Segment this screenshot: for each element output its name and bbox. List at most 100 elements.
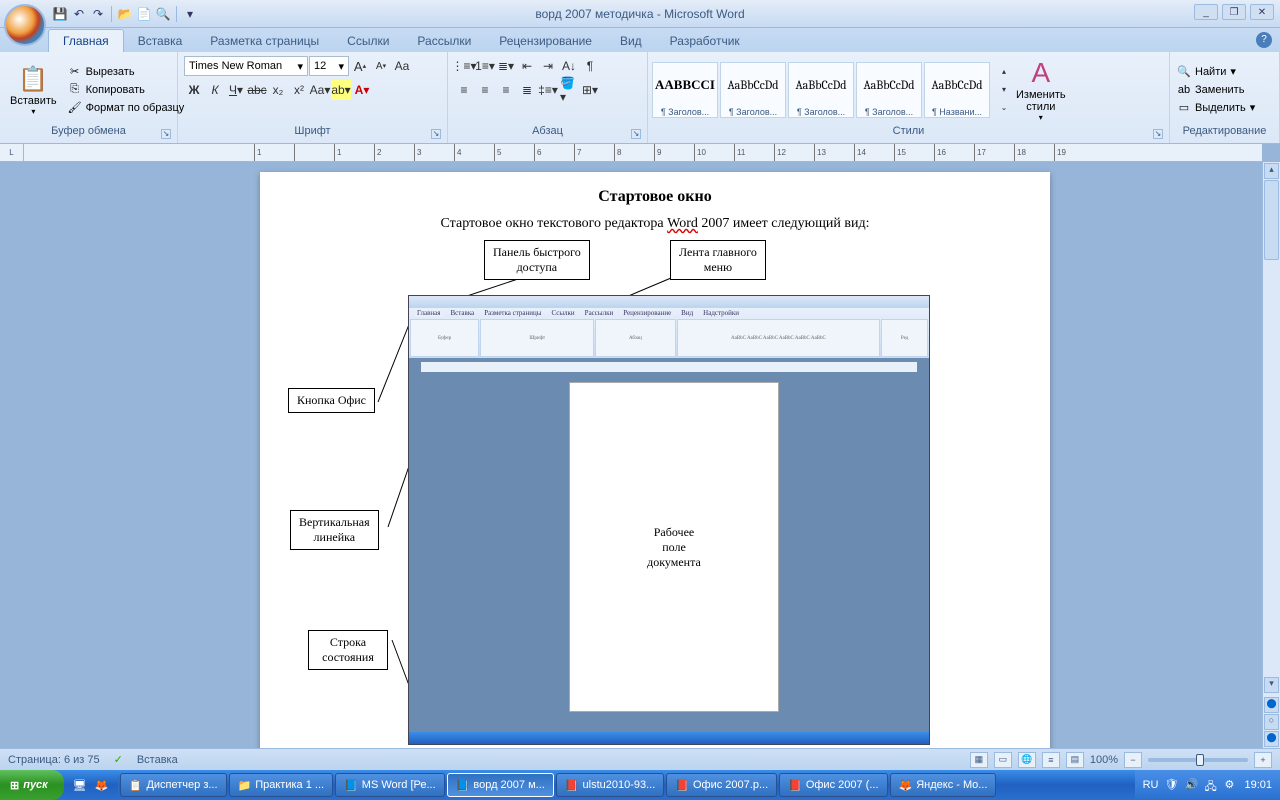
multilevel-button[interactable]: ≣▾	[496, 56, 516, 76]
firefox-icon[interactable]: 🦊	[92, 775, 112, 795]
tab-insert[interactable]: Вставка	[124, 30, 197, 52]
tab-review[interactable]: Рецензирование	[485, 30, 606, 52]
tray-icon[interactable]: 🖧	[1204, 778, 1218, 792]
show-desktop-icon[interactable]: 🖥	[70, 775, 90, 795]
align-left-button[interactable]: ≡	[454, 80, 474, 100]
clipboard-launcher[interactable]: ↘	[161, 129, 171, 139]
ruler-corner[interactable]: L	[0, 144, 24, 162]
copy-button[interactable]: ⎘Копировать	[65, 82, 188, 98]
style-item[interactable]: AaBbCcDd¶ Заголов...	[788, 62, 854, 118]
styles-launcher[interactable]: ↘	[1153, 129, 1163, 139]
zoom-thumb[interactable]	[1196, 754, 1204, 766]
tab-home[interactable]: Главная	[48, 29, 124, 52]
minimize-button[interactable]: _	[1194, 4, 1218, 20]
borders-button[interactable]: ⊞▾	[580, 80, 600, 100]
change-styles-button[interactable]: A Изменитьстили ▾	[1010, 55, 1072, 124]
tab-view[interactable]: Вид	[606, 30, 656, 52]
format-painter-button[interactable]: 🖌Формат по образцу	[65, 100, 188, 116]
zoom-level[interactable]: 100%	[1090, 754, 1118, 766]
taskbar-app-button[interactable]: 📕Офис 2007.р...	[666, 773, 777, 797]
taskbar-app-button[interactable]: 📕ulstu2010-93...	[556, 773, 664, 797]
print-preview-icon[interactable]: 🔍	[155, 6, 171, 22]
justify-button[interactable]: ≣	[517, 80, 537, 100]
numbering-button[interactable]: 1≡▾	[475, 56, 495, 76]
language-indicator[interactable]: RU	[1143, 779, 1159, 791]
clock[interactable]: 19:01	[1244, 779, 1272, 791]
bold-button[interactable]: Ж	[184, 80, 204, 100]
font-color-button[interactable]: A▾	[352, 80, 372, 100]
taskbar-app-button[interactable]: 📋Диспетчер з...	[120, 773, 227, 797]
shrink-font-button[interactable]: A▾	[371, 56, 391, 76]
font-size-combo[interactable]: 12▾	[309, 56, 349, 76]
view-print-layout[interactable]: ▦	[970, 752, 988, 768]
horizontal-ruler[interactable]: 112345678910111213141516171819	[24, 144, 1262, 162]
italic-button[interactable]: К	[205, 80, 225, 100]
grow-font-button[interactable]: A▴	[350, 56, 370, 76]
browse-object-button[interactable]: ○	[1264, 714, 1279, 730]
scroll-down-button[interactable]: ▾	[1264, 677, 1279, 693]
zoom-out-button[interactable]: −	[1124, 752, 1142, 768]
redo-icon[interactable]: ↷	[90, 6, 106, 22]
find-button[interactable]: 🔍Найти ▾	[1174, 64, 1258, 80]
show-marks-button[interactable]: ¶	[580, 56, 600, 76]
prev-page-button[interactable]: ⬤	[1264, 697, 1279, 713]
qat-dropdown-icon[interactable]: ▾	[182, 6, 198, 22]
view-web[interactable]: 🌐	[1018, 752, 1036, 768]
select-button[interactable]: ▭Выделить ▾	[1174, 100, 1258, 116]
paste-button[interactable]: 📋 Вставить ▾	[4, 61, 63, 118]
align-right-button[interactable]: ≡	[496, 80, 516, 100]
strike-button[interactable]: abc	[247, 80, 267, 100]
undo-icon[interactable]: ↶	[71, 6, 87, 22]
style-item[interactable]: AaBbCcDd¶ Названи...	[924, 62, 990, 118]
tray-icon[interactable]: 🛡	[1164, 778, 1178, 792]
new-icon[interactable]: 📄	[136, 6, 152, 22]
indent-button[interactable]: ⇥	[538, 56, 558, 76]
scroll-thumb[interactable]	[1264, 180, 1279, 260]
spell-check-icon[interactable]: ✓	[114, 753, 123, 766]
open-icon[interactable]: 📂	[117, 6, 133, 22]
clear-format-button[interactable]: Aa	[392, 56, 412, 76]
taskbar-app-button[interactable]: 🦊Яндекс - Mo...	[890, 773, 997, 797]
tray-icon[interactable]: 🔊	[1184, 778, 1198, 792]
view-draft[interactable]: ▤	[1066, 752, 1084, 768]
cut-button[interactable]: ✂Вырезать	[65, 64, 188, 80]
replace-button[interactable]: abЗаменить	[1174, 82, 1258, 98]
underline-button[interactable]: Ч▾	[226, 80, 246, 100]
sort-button[interactable]: A↓	[559, 56, 579, 76]
save-icon[interactable]: 💾	[52, 6, 68, 22]
vertical-scrollbar[interactable]: ▴ ▾ ⬤ ○ ⬤	[1262, 162, 1280, 748]
font-launcher[interactable]: ↘	[431, 129, 441, 139]
paragraph-launcher[interactable]: ↘	[631, 129, 641, 139]
align-center-button[interactable]: ≡	[475, 80, 495, 100]
tab-references[interactable]: Ссылки	[333, 30, 403, 52]
help-icon[interactable]: ?	[1256, 32, 1272, 48]
scroll-up-button[interactable]: ▴	[1264, 163, 1279, 179]
zoom-in-button[interactable]: +	[1254, 752, 1272, 768]
style-item[interactable]: AaBbCcDd¶ Заголов...	[720, 62, 786, 118]
change-case-button[interactable]: Aa▾	[310, 80, 330, 100]
tab-developer[interactable]: Разработчик	[656, 30, 754, 52]
view-outline[interactable]: ≡	[1042, 752, 1060, 768]
taskbar-app-button[interactable]: 📁Практика 1 ...	[229, 773, 334, 797]
shading-button[interactable]: 🪣▾	[559, 80, 579, 100]
outdent-button[interactable]: ⇤	[517, 56, 537, 76]
tab-page-layout[interactable]: Разметка страницы	[196, 30, 333, 52]
style-item[interactable]: AaBbCcDd¶ Заголов...	[856, 62, 922, 118]
taskbar-app-button[interactable]: 📕Офис 2007 (...	[779, 773, 887, 797]
highlight-button[interactable]: ab▾	[331, 80, 351, 100]
style-item[interactable]: ААВВССІ¶ Заголов...	[652, 62, 718, 118]
tray-icon[interactable]: ⚙	[1224, 778, 1238, 792]
next-page-button[interactable]: ⬤	[1264, 731, 1279, 747]
start-button[interactable]: ⊞ пуск	[0, 770, 64, 800]
font-family-combo[interactable]: Times New Roman▾	[184, 56, 308, 76]
line-spacing-button[interactable]: ‡≡▾	[538, 80, 558, 100]
view-full-screen[interactable]: ▭	[994, 752, 1012, 768]
bullets-button[interactable]: ⋮≡▾	[454, 56, 474, 76]
office-button[interactable]	[4, 4, 46, 46]
taskbar-app-button[interactable]: 📘MS Word [Ре...	[335, 773, 445, 797]
taskbar-app-button[interactable]: 📘ворд 2007 м...	[447, 773, 554, 797]
close-button[interactable]: ✕	[1250, 4, 1274, 20]
subscript-button[interactable]: x₂	[268, 80, 288, 100]
insert-mode[interactable]: Вставка	[137, 754, 178, 766]
superscript-button[interactable]: x²	[289, 80, 309, 100]
